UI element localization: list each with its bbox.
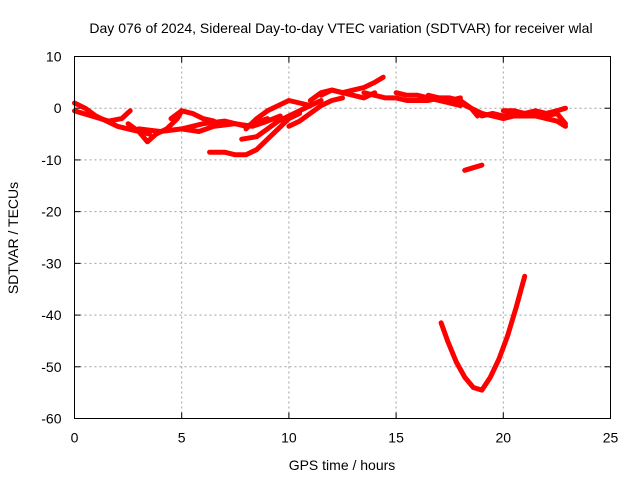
- series-line-arc-3: [125, 108, 185, 145]
- series-line-arc-19: [462, 162, 485, 173]
- y-tick-label: -50: [41, 359, 61, 375]
- y-tick-label: -10: [41, 152, 61, 168]
- y-tick-label: -30: [41, 255, 61, 271]
- series-layer: [72, 74, 568, 393]
- series-line-arc-20: [438, 273, 528, 393]
- series-line-arc-4: [168, 108, 217, 124]
- x-tick-label: 20: [496, 430, 512, 446]
- x-tick-label: 25: [603, 430, 619, 446]
- x-tick-label: 5: [178, 430, 186, 446]
- y-tick-label: 0: [54, 100, 62, 116]
- series-line-arc-7: [207, 110, 303, 158]
- y-tick-label: 10: [46, 49, 62, 65]
- x-tick-label: 0: [71, 430, 79, 446]
- y-tick-label: -20: [41, 204, 61, 220]
- plot-frame: [74, 56, 611, 419]
- x-tick-label: 10: [281, 430, 297, 446]
- series-line-arc-9: [243, 98, 313, 132]
- series-line-arc-12: [318, 87, 378, 101]
- x-axis-label: GPS time / hours: [289, 457, 396, 473]
- chart-title: Day 076 of 2024, Sidereal Day-to-day VTE…: [89, 20, 592, 36]
- x-tick-label: 15: [388, 430, 404, 446]
- y-tick-label: -60: [41, 411, 61, 427]
- series-line-arc-6: [179, 113, 283, 134]
- series-line-arc-16: [447, 98, 568, 127]
- y-tick-label: -40: [41, 307, 61, 323]
- y-axis-label: SDTVAR / TECUs: [5, 182, 21, 294]
- series-line-arc-2: [72, 108, 133, 124]
- series-line-arc-18: [500, 105, 568, 116]
- series-line-arc-10: [286, 95, 345, 129]
